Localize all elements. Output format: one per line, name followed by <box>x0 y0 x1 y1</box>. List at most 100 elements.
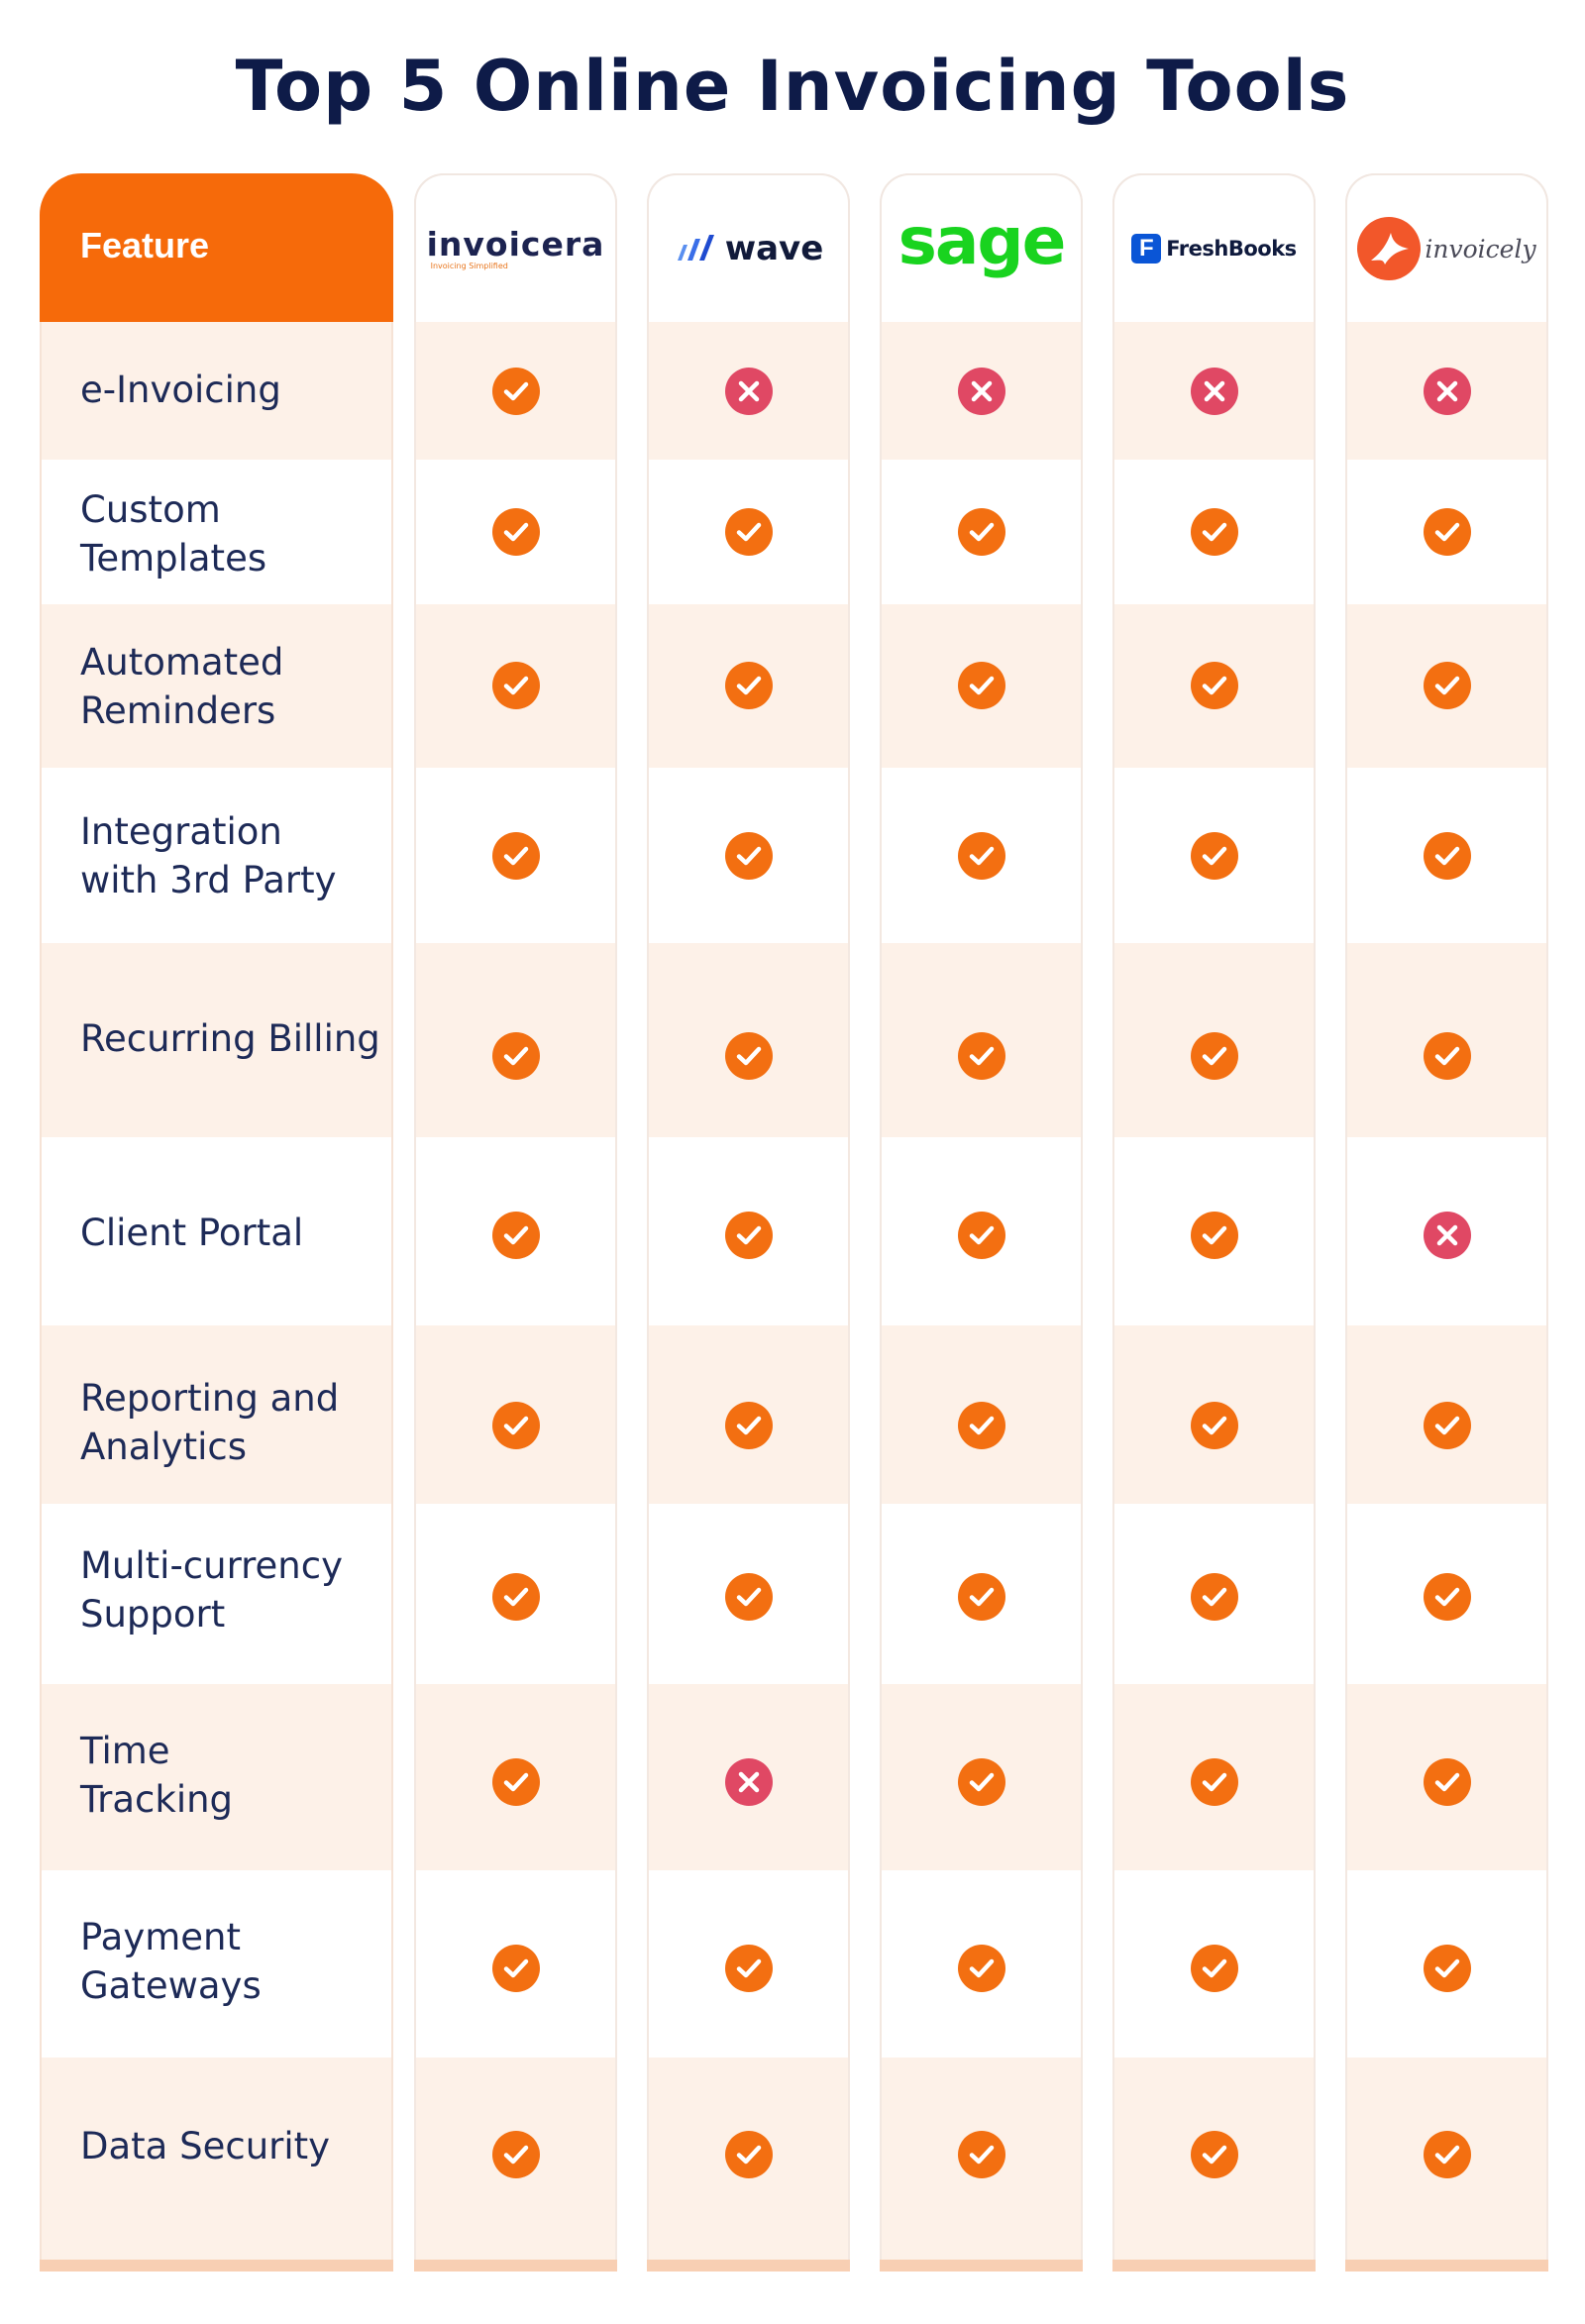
check-icon <box>1190 2131 1238 2178</box>
check-icon <box>1190 1758 1238 1806</box>
feature-label: Data Security <box>80 2125 331 2167</box>
check-icon <box>1190 1212 1238 1259</box>
tool-header-freshbooks: F FreshBooks <box>1112 173 1316 322</box>
check-icon <box>724 2131 773 2178</box>
check-icon <box>1190 1945 1238 1992</box>
check-icon <box>724 1032 773 1080</box>
check-icon <box>491 1032 540 1080</box>
sage-logo: sage <box>898 202 1067 279</box>
feature-label: Multi-currency Support <box>80 1544 343 1636</box>
tool-header-sage: sage <box>880 173 1083 322</box>
check-icon <box>1423 1573 1471 1621</box>
row-stripe <box>42 604 391 768</box>
feature-label: Integration with 3rd Party <box>80 810 337 901</box>
feature-header-label: Feature <box>80 225 210 265</box>
check-icon <box>724 1573 773 1621</box>
check-icon <box>491 1212 540 1259</box>
feature-label: Recurring Billing <box>80 1017 380 1060</box>
check-icon <box>957 1945 1005 1992</box>
check-icon <box>1423 508 1471 556</box>
feature-label: Custom Templates <box>80 488 267 580</box>
page-title: Top 5 Online Invoicing Tools <box>235 46 1350 127</box>
column-bottom-bar <box>414 2260 617 2271</box>
cross-icon <box>1190 368 1238 415</box>
check-icon <box>724 1212 773 1259</box>
tool-tagline: Invoicing Simplified <box>430 261 508 270</box>
check-icon <box>724 508 773 556</box>
check-icon <box>957 1032 1005 1080</box>
tool-name: invoicely <box>1425 234 1536 264</box>
check-icon <box>491 2131 540 2178</box>
check-icon <box>957 662 1005 709</box>
check-icon <box>491 368 540 415</box>
check-icon <box>1423 662 1471 709</box>
feature-label: Automated Reminders <box>80 641 284 732</box>
check-icon <box>1423 1402 1471 1449</box>
tool-header-invoicera: invoicera Invoicing Simplified <box>414 173 617 322</box>
tool-header-wave: wave <box>647 173 850 322</box>
column-bottom-bar <box>1112 2260 1316 2271</box>
cross-icon <box>724 368 773 415</box>
check-icon <box>1190 832 1238 880</box>
invoicely-logo: invoicely <box>1357 217 1536 280</box>
cross-icon <box>1423 368 1471 415</box>
row-stripe <box>42 2058 391 2260</box>
cross-icon <box>724 1758 773 1806</box>
wave-icon <box>677 235 714 261</box>
check-icon <box>724 832 773 880</box>
check-icon <box>491 1945 540 1992</box>
check-icon <box>724 1402 773 1449</box>
check-icon <box>1423 1758 1471 1806</box>
tool-name: FreshBooks <box>1166 237 1297 261</box>
column-bottom-bar <box>647 2260 850 2271</box>
column-bottom-bar <box>40 2260 393 2271</box>
check-icon <box>957 1212 1005 1259</box>
feature-column-header: Feature <box>40 173 393 322</box>
column-bottom-bar <box>1345 2260 1548 2271</box>
invoicera-logo: invoicera Invoicing Simplified <box>426 224 605 270</box>
check-icon <box>957 832 1005 880</box>
tool-name: invoicera <box>426 224 605 264</box>
check-icon <box>1423 1945 1471 1992</box>
check-icon <box>957 1573 1005 1621</box>
check-icon <box>724 1945 773 1992</box>
check-icon <box>491 662 540 709</box>
row-stripe <box>42 943 391 1137</box>
check-icon <box>1190 1032 1238 1080</box>
feature-label: e-Invoicing <box>80 369 281 411</box>
tool-name: wave <box>724 229 824 268</box>
row-stripe <box>42 322 391 460</box>
check-icon <box>1423 2131 1471 2178</box>
row-stripe <box>42 1684 391 1870</box>
feature-label: Reporting and Analytics <box>80 1377 340 1468</box>
check-icon <box>957 1402 1005 1449</box>
check-icon <box>724 662 773 709</box>
row-stripe <box>42 1325 391 1504</box>
check-icon <box>491 508 540 556</box>
check-icon <box>1190 508 1238 556</box>
check-icon <box>1190 1402 1238 1449</box>
check-icon <box>491 832 540 880</box>
check-icon <box>491 1402 540 1449</box>
check-icon <box>957 1758 1005 1806</box>
feature-label: Time Tracking <box>80 1730 234 1821</box>
cross-icon <box>1423 1212 1471 1259</box>
check-icon <box>491 1573 540 1621</box>
check-icon <box>491 1758 540 1806</box>
feature-label: Client Portal <box>80 1212 304 1254</box>
check-icon <box>1190 1573 1238 1621</box>
feature-label: Payment Gateways <box>80 1916 262 2007</box>
column-bottom-bar <box>880 2260 1083 2271</box>
check-icon <box>1190 662 1238 709</box>
freshbooks-icon: F <box>1131 234 1162 264</box>
check-icon <box>957 2131 1005 2178</box>
check-icon <box>1423 832 1471 880</box>
check-icon <box>957 508 1005 556</box>
invoicely-bird-icon <box>1357 217 1422 280</box>
wave-logo: wave <box>674 229 824 268</box>
freshbooks-logo: F FreshBooks <box>1131 234 1297 264</box>
tool-header-invoicely: invoicely <box>1345 173 1548 322</box>
cross-icon <box>957 368 1005 415</box>
check-icon <box>1423 1032 1471 1080</box>
